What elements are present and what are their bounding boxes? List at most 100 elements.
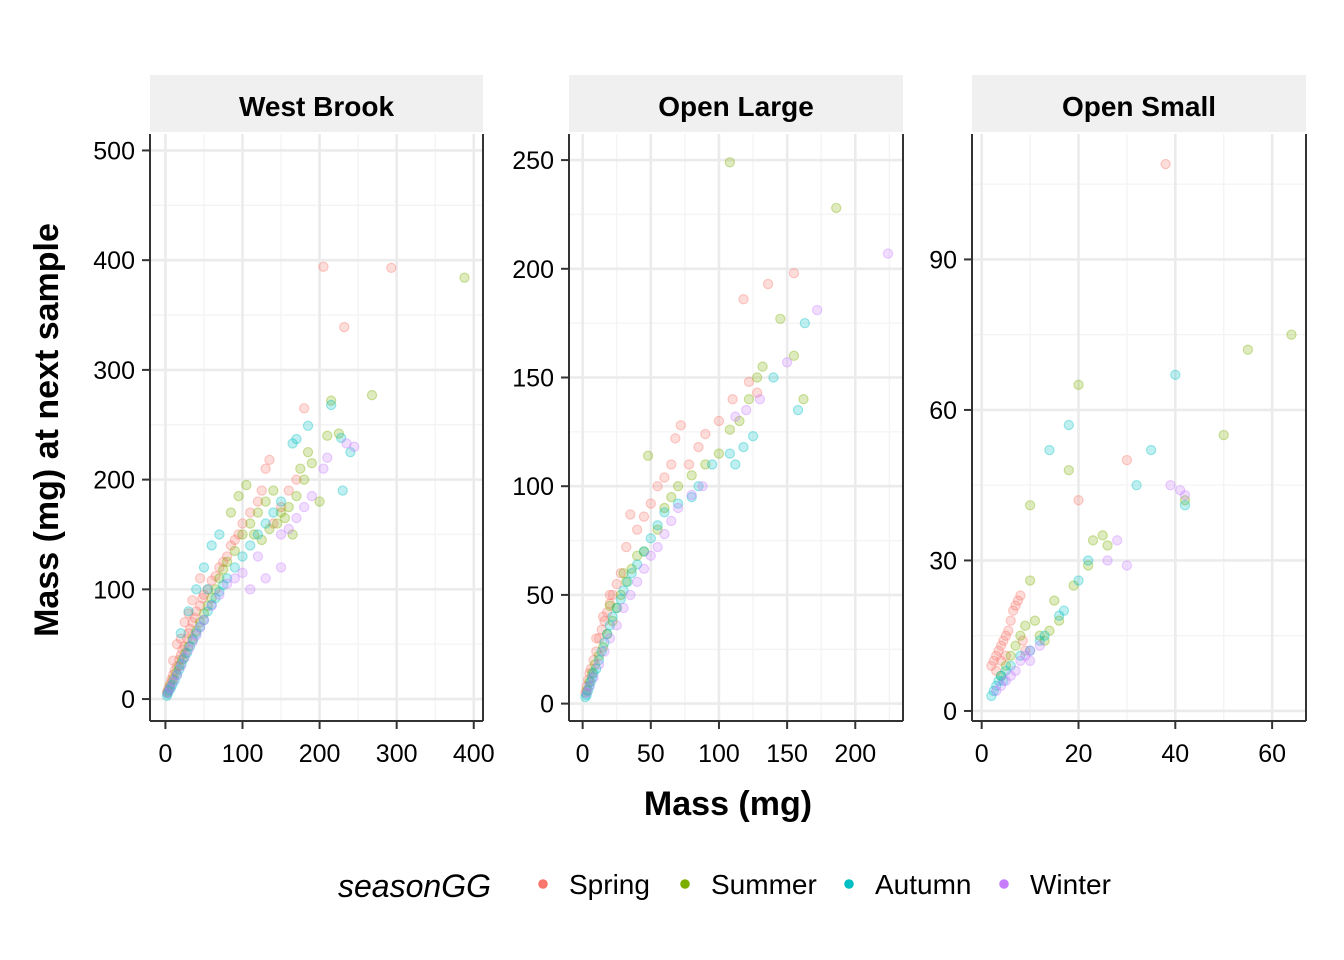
data-point (166, 674, 177, 685)
data-point (229, 573, 240, 584)
data-point (206, 575, 217, 586)
data-point (325, 399, 337, 411)
data-point (652, 524, 663, 535)
data-point (713, 448, 725, 459)
data-point (1007, 605, 1019, 616)
data-point (581, 681, 592, 692)
legend-label: Autumn (875, 869, 972, 900)
data-point (775, 313, 786, 324)
facet-strip-label: Open Small (1062, 91, 1216, 122)
data-point (206, 600, 217, 611)
data-point (189, 612, 200, 624)
data-point (291, 474, 302, 485)
x-tick-label: 100 (222, 740, 264, 768)
data-point (221, 551, 233, 562)
data-point (586, 672, 598, 683)
data-point (1286, 329, 1297, 340)
data-point (183, 641, 194, 652)
data-point (1068, 580, 1079, 591)
data-point (268, 507, 279, 518)
data-point (169, 675, 180, 686)
data-point (686, 491, 697, 503)
data-point (599, 646, 610, 657)
data-point (621, 541, 632, 553)
data-point (986, 690, 997, 702)
data-point (591, 633, 602, 644)
data-point (631, 550, 643, 561)
data-point (302, 420, 314, 432)
data-point (174, 654, 185, 665)
gridlines (569, 134, 903, 721)
data-point (788, 350, 800, 361)
data-point (167, 676, 179, 687)
data-point (318, 463, 329, 474)
data-point (194, 621, 206, 632)
data-point (1015, 655, 1026, 666)
data-point (218, 579, 229, 591)
data-point (638, 546, 650, 557)
data-point (645, 533, 656, 544)
data-point (747, 430, 759, 442)
data-point (652, 481, 663, 492)
data-point (988, 685, 999, 697)
data-point (175, 649, 187, 661)
data-point (993, 645, 1004, 656)
data-point (1102, 540, 1113, 551)
data-point (1044, 625, 1055, 636)
data-point (171, 669, 183, 681)
data-point (214, 562, 225, 573)
data-point (176, 658, 187, 670)
data-point (459, 272, 470, 283)
legend-key (538, 879, 548, 889)
data-point (683, 459, 695, 470)
data-point (596, 624, 607, 635)
data-point (187, 617, 198, 628)
data-point (184, 641, 196, 652)
data-point (781, 357, 793, 368)
data-point (1000, 660, 1012, 672)
data-point (580, 691, 591, 703)
data-point (768, 372, 779, 383)
data-point (275, 496, 287, 507)
data-point (1063, 464, 1075, 476)
data-point (754, 394, 766, 405)
data-point (325, 395, 337, 406)
y-tick-label: 100 (512, 473, 554, 501)
data-point (1034, 630, 1045, 641)
data-point (700, 428, 711, 440)
data-point (268, 518, 279, 529)
data-point (198, 614, 210, 626)
data-point (1015, 590, 1026, 601)
x-tick-label: 20 (1065, 740, 1093, 768)
data-point (183, 644, 194, 655)
y-tick-label: 100 (93, 576, 135, 604)
data-point (675, 420, 686, 431)
data-point (165, 682, 177, 694)
data-point (638, 546, 650, 557)
data-point (198, 614, 210, 626)
data-point (607, 611, 618, 622)
data-point (593, 659, 605, 670)
data-point (1049, 595, 1060, 606)
data-point (187, 634, 199, 646)
data-point (1024, 645, 1036, 656)
y-tick-label: 0 (540, 691, 554, 719)
legend-entries: Spring Summer Autumn Winter (538, 869, 1111, 900)
data-point (1121, 560, 1133, 571)
data-point (171, 638, 183, 650)
data-point (179, 617, 190, 628)
legend-key (844, 879, 854, 889)
data-point (638, 563, 650, 575)
data-point (652, 520, 663, 531)
y-tick-label: 500 (93, 137, 135, 165)
y-tick-label: 150 (512, 364, 554, 392)
data-point (686, 489, 697, 501)
data-point (264, 454, 275, 466)
data-point (601, 628, 613, 640)
data-point (275, 529, 287, 540)
data-point (256, 485, 267, 496)
data-point (194, 622, 206, 633)
data-point (1012, 595, 1024, 606)
